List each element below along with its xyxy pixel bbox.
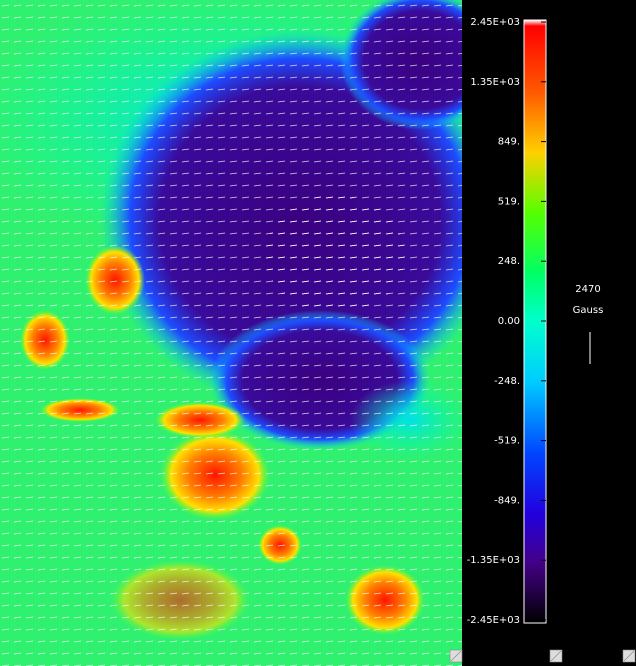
colorbar-label: 0.00 <box>498 316 520 327</box>
colorbar-label: -248. <box>494 376 520 387</box>
colorbar-label: 2.45E+03 <box>470 17 520 28</box>
colorbar-label: 519. <box>498 196 520 207</box>
colorbar-label: 248. <box>498 256 520 267</box>
colorbar-label: -2.45E+03 <box>467 615 520 626</box>
colorbar-label: -849. <box>494 495 520 506</box>
colorbar-label: 1.35E+03 <box>470 77 520 88</box>
scale-unit: Gauss <box>573 305 604 316</box>
resize-handles <box>449 649 636 663</box>
colorbar-label: 849. <box>498 137 520 148</box>
colorbar-label: -519. <box>494 436 520 447</box>
magnetogram <box>0 0 462 666</box>
scale-value: 2470 <box>575 284 600 295</box>
colorbar-label: -1.35E+03 <box>467 555 520 566</box>
side-panel <box>462 0 636 666</box>
